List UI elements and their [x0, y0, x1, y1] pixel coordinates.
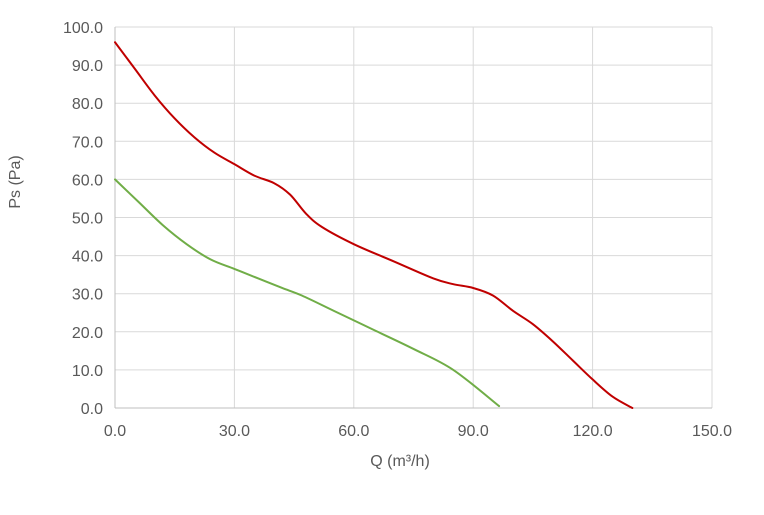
y-tick-label: 10.0: [72, 363, 103, 380]
x-tick-label: 60.0: [338, 423, 369, 440]
y-axis-label: Ps (Pa): [7, 155, 24, 208]
y-tick-label: 70.0: [72, 134, 103, 151]
y-tick-label: 100.0: [63, 20, 103, 37]
x-tick-label: 90.0: [458, 423, 489, 440]
y-tick-label: 50.0: [72, 211, 103, 228]
x-tick-labels: 0.0 30.0 60.0 90.0 120.0 150.0: [104, 423, 732, 440]
y-tick-label: 30.0: [72, 287, 103, 304]
y-tick-label: 90.0: [72, 58, 103, 75]
y-tick-label: 0.0: [81, 401, 103, 418]
y-tick-label: 40.0: [72, 249, 103, 266]
y-tick-label: 80.0: [72, 96, 103, 113]
axes: [114, 27, 712, 409]
grid-lines: [115, 26, 713, 408]
y-tick-label: 60.0: [72, 172, 103, 189]
series-line-1: [114, 41, 634, 409]
y-tick-labels: 0.0 10.0 20.0 30.0 40.0 50.0 60.0 70.0 80.0 90.0 1…: [63, 20, 103, 418]
x-tick-label: 30.0: [219, 423, 250, 440]
x-axis-label: Q (m³/h): [370, 453, 430, 470]
series-line-2: [114, 178, 501, 408]
x-tick-label: 0.0: [104, 423, 126, 440]
x-tick-label: 150.0: [692, 423, 732, 440]
series-layer: [114, 41, 634, 409]
y-tick-label: 20.0: [72, 325, 103, 342]
x-tick-label: 120.0: [573, 423, 613, 440]
